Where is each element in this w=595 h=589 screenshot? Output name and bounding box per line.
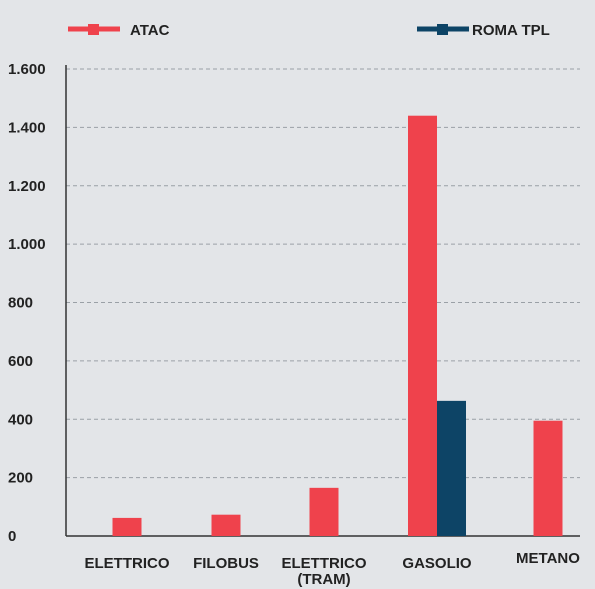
y-tick-label: 600 bbox=[8, 353, 33, 370]
bar-atac bbox=[533, 420, 563, 536]
x-category-label: METANO bbox=[516, 550, 580, 567]
bar-atac bbox=[211, 514, 241, 536]
legend-marker bbox=[88, 24, 99, 35]
y-tick-label: 200 bbox=[8, 470, 33, 487]
bar-atac bbox=[112, 517, 142, 536]
legend-label: ROMA TPL bbox=[472, 22, 550, 39]
legend: ATAC ROMA TPL bbox=[68, 22, 550, 39]
y-tick-label: 1.400 bbox=[8, 119, 46, 136]
y-tick-label: 0 bbox=[8, 528, 16, 545]
legend-label: ATAC bbox=[130, 22, 170, 39]
bar-atac bbox=[309, 487, 339, 536]
x-category-label: (TRAM) bbox=[297, 571, 350, 588]
axes bbox=[65, 65, 580, 537]
y-tick-label: 1.600 bbox=[8, 61, 46, 78]
bars bbox=[112, 115, 563, 536]
x-category-labels: ELETTRICO FILOBUS ELETTRICO(TRAM)GASOLIO ME… bbox=[85, 550, 581, 588]
x-category-label: FILOBUS bbox=[193, 555, 259, 572]
y-tick-label: 800 bbox=[8, 295, 33, 312]
x-category-label: ELETTRICO bbox=[282, 555, 367, 572]
bar-roma-tpl bbox=[437, 400, 466, 536]
x-category-label: ELETTRICO bbox=[85, 555, 170, 572]
legend-marker bbox=[437, 24, 448, 35]
y-tick-labels: 0 200 400 600 800 1.000 1.200 1.400 1.600 bbox=[8, 61, 46, 545]
y-tick-label: 400 bbox=[8, 411, 33, 428]
bar-atac bbox=[408, 115, 437, 536]
y-tick-label: 1.000 bbox=[8, 236, 46, 253]
y-tick-label: 1.200 bbox=[8, 178, 46, 195]
x-category-label: GASOLIO bbox=[402, 555, 472, 572]
grid-lines bbox=[66, 68, 580, 479]
